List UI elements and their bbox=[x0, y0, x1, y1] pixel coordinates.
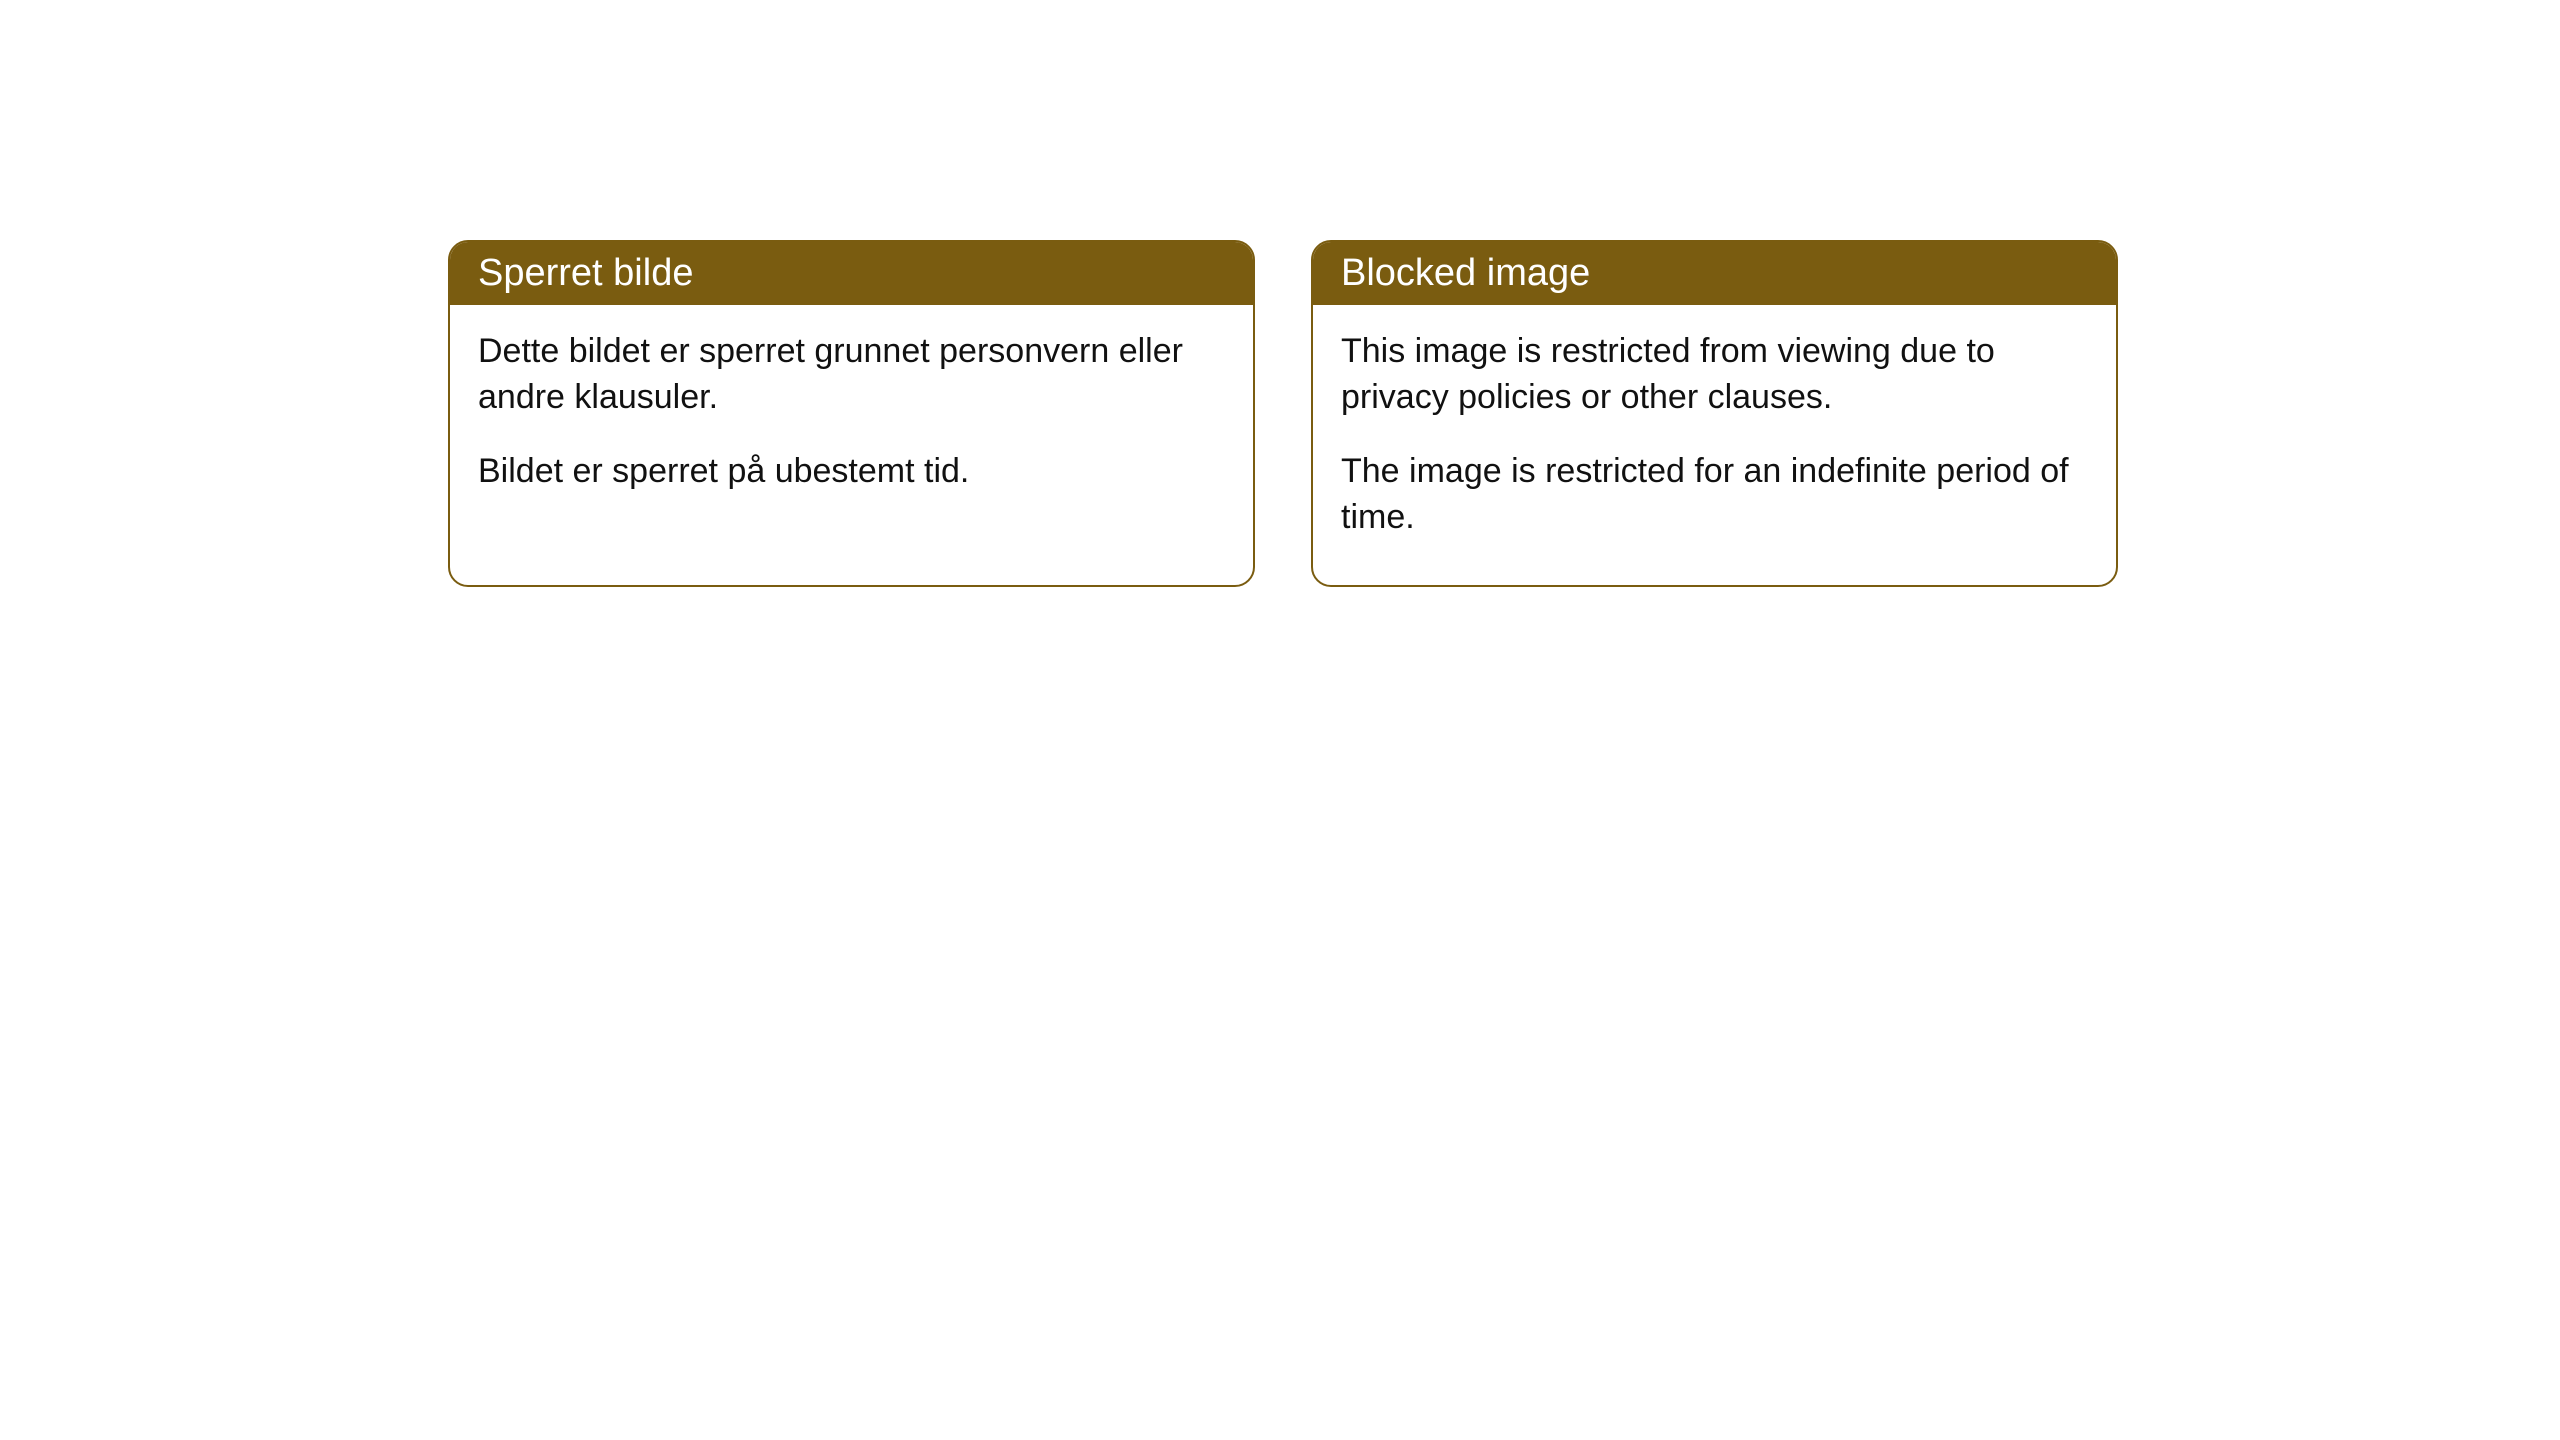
notice-card-norwegian: Sperret bilde Dette bildet er sperret gr… bbox=[448, 240, 1255, 587]
card-paragraph: Dette bildet er sperret grunnet personve… bbox=[478, 329, 1225, 421]
card-paragraph: The image is restricted for an indefinit… bbox=[1341, 449, 2088, 541]
notice-card-english: Blocked image This image is restricted f… bbox=[1311, 240, 2118, 587]
card-body: Dette bildet er sperret grunnet personve… bbox=[450, 305, 1253, 539]
card-title: Sperret bilde bbox=[450, 242, 1253, 305]
card-title: Blocked image bbox=[1313, 242, 2116, 305]
card-paragraph: Bildet er sperret på ubestemt tid. bbox=[478, 449, 1225, 495]
card-body: This image is restricted from viewing du… bbox=[1313, 305, 2116, 585]
notice-cards-container: Sperret bilde Dette bildet er sperret gr… bbox=[448, 240, 2118, 587]
card-paragraph: This image is restricted from viewing du… bbox=[1341, 329, 2088, 421]
